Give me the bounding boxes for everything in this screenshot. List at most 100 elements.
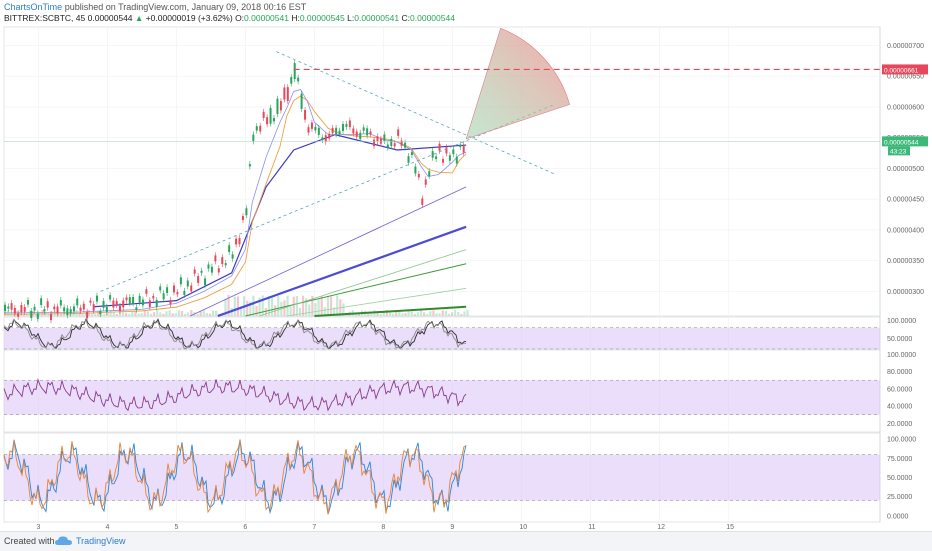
candle-body [317, 127, 320, 135]
candle-body [290, 77, 293, 84]
volume-bar [277, 296, 280, 316]
volume-bar [336, 295, 339, 316]
time-tick-label: 6 [243, 524, 247, 531]
osc-tick-label: 0.0000 [887, 513, 909, 520]
candle-body [286, 87, 289, 101]
price-tick-label: 0.00000600 [887, 104, 924, 111]
candle-body [49, 313, 52, 321]
candle-body [4, 304, 6, 312]
candle-body [53, 306, 56, 310]
volume-bar [69, 313, 72, 316]
candle-body [66, 308, 69, 316]
candle-body [407, 156, 410, 163]
volume-bar [202, 310, 205, 316]
volume-bar [239, 306, 243, 316]
candle-body [448, 155, 451, 161]
chart-canvas[interactable]: 0.000007000.000006500.000006000.00000550… [0, 0, 932, 531]
candle-body [442, 159, 444, 163]
osc-tick-label: 50.0000 [887, 475, 912, 482]
target-cone [465, 27, 570, 140]
volume-bar [463, 311, 466, 316]
volume-bar [426, 313, 429, 316]
volume-bar [19, 310, 22, 316]
volume-bar [388, 312, 392, 316]
candle-body [410, 152, 413, 156]
candle-body [335, 127, 338, 135]
candle-body [428, 171, 431, 176]
candle-body [352, 128, 355, 134]
candle-body [414, 166, 417, 174]
candle-body [86, 311, 89, 319]
candle-body [362, 127, 365, 131]
candle-body [276, 98, 279, 114]
candle-body [345, 123, 348, 127]
volume-bar [413, 313, 416, 316]
osc-tick-label: 100.0000 [887, 437, 916, 444]
volume-bar [28, 310, 32, 316]
candle-body [366, 128, 369, 136]
volume-bar [137, 313, 140, 316]
candle-body [30, 310, 33, 318]
volume-bar [165, 311, 168, 316]
candle-body [122, 300, 125, 308]
candle-body [445, 147, 448, 154]
volume-bar [184, 313, 187, 316]
candle-body [162, 293, 165, 300]
volume-bar [190, 310, 193, 316]
open-value: 0.00000541 [244, 13, 289, 23]
tradingview-link[interactable]: TradingView [76, 536, 126, 546]
volume-bar [90, 312, 94, 316]
candle-body [376, 136, 379, 142]
candle-body [115, 301, 118, 306]
candle-body [397, 129, 400, 136]
volume-bar [326, 295, 330, 316]
candle-body [17, 313, 20, 317]
volume-bar [94, 313, 97, 316]
candle-body [204, 278, 207, 286]
volume-bar [301, 295, 305, 316]
candle-body [369, 131, 372, 135]
candle-body [310, 122, 313, 129]
candle-body [359, 132, 362, 140]
candle-body [190, 285, 193, 292]
volume-bar [391, 313, 395, 316]
volume-bar [115, 313, 118, 316]
candle-body [452, 149, 455, 155]
osc-tick-label: 75.0000 [887, 456, 912, 463]
volume-bar [47, 313, 50, 316]
volume-bar [270, 297, 274, 316]
candle-body [231, 254, 234, 259]
volume-bar [438, 313, 441, 316]
volume-bar [410, 311, 413, 316]
candle-body [193, 269, 196, 274]
volume-bar [187, 312, 190, 316]
osc-line-b-3 [3, 440, 467, 515]
time-tick-label: 4 [105, 524, 109, 531]
candle-body [279, 101, 282, 111]
low-label: L: [347, 13, 355, 23]
candle-body [145, 289, 148, 294]
candle-body [141, 299, 144, 306]
volume-bar [227, 295, 230, 316]
change-value: +0.00000019 (+3.62%) [145, 13, 233, 23]
candle-body [259, 125, 262, 132]
candle-body [328, 133, 331, 139]
volume-bar [308, 304, 311, 316]
candle-body [102, 301, 105, 308]
symbol-label[interactable]: BITTREX:SCBTC, 45 [4, 13, 86, 23]
candle-body [69, 309, 72, 314]
candle-body [7, 306, 10, 309]
volume-bar [106, 312, 109, 316]
author-link[interactable]: ChartsOnTime [4, 2, 63, 12]
osc-band-2 [4, 380, 880, 415]
candle-body [221, 257, 224, 265]
candle-body [431, 151, 434, 158]
resistance-badge [882, 64, 928, 75]
ma-orange-line [3, 95, 467, 315]
osc-tick-label: 25.0000 [887, 494, 912, 501]
high-value: 0.00000545 [299, 13, 345, 23]
candle-body [248, 164, 251, 167]
tradingview-cloud-icon [55, 536, 72, 545]
osc-tick-label: 80.0000 [887, 369, 912, 376]
candle-body [455, 156, 458, 164]
